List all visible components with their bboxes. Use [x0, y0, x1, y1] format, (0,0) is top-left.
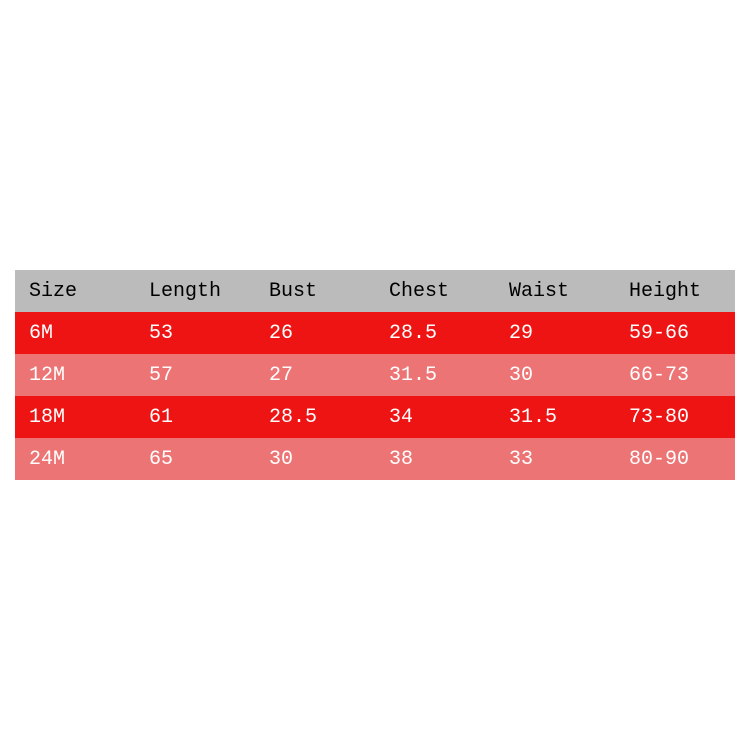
cell-waist: 31.5: [495, 396, 615, 438]
cell-chest: 31.5: [375, 354, 495, 396]
size-chart-body: 6M 53 26 28.5 29 59-66 12M 57 27 31.5 30…: [15, 312, 735, 480]
cell-height: 73-80: [615, 396, 735, 438]
cell-length: 57: [135, 354, 255, 396]
cell-waist: 29: [495, 312, 615, 354]
cell-bust: 27: [255, 354, 375, 396]
table-row: 18M 61 28.5 34 31.5 73-80: [15, 396, 735, 438]
col-header-size: Size: [15, 270, 135, 312]
table-header-row: Size Length Bust Chest Waist Height: [15, 270, 735, 312]
col-header-waist: Waist: [495, 270, 615, 312]
cell-chest: 28.5: [375, 312, 495, 354]
table-row: 6M 53 26 28.5 29 59-66: [15, 312, 735, 354]
cell-height: 80-90: [615, 438, 735, 480]
cell-chest: 38: [375, 438, 495, 480]
cell-length: 53: [135, 312, 255, 354]
size-chart-table: Size Length Bust Chest Waist Height 6M 5…: [15, 270, 735, 480]
cell-size: 18M: [15, 396, 135, 438]
cell-height: 66-73: [615, 354, 735, 396]
size-chart-container: Size Length Bust Chest Waist Height 6M 5…: [15, 270, 735, 480]
col-header-bust: Bust: [255, 270, 375, 312]
table-row: 24M 65 30 38 33 80-90: [15, 438, 735, 480]
cell-size: 6M: [15, 312, 135, 354]
cell-height: 59-66: [615, 312, 735, 354]
col-header-length: Length: [135, 270, 255, 312]
cell-waist: 33: [495, 438, 615, 480]
cell-size: 24M: [15, 438, 135, 480]
table-row: 12M 57 27 31.5 30 66-73: [15, 354, 735, 396]
col-header-height: Height: [615, 270, 735, 312]
cell-bust: 26: [255, 312, 375, 354]
cell-length: 61: [135, 396, 255, 438]
cell-length: 65: [135, 438, 255, 480]
cell-bust: 28.5: [255, 396, 375, 438]
cell-waist: 30: [495, 354, 615, 396]
cell-chest: 34: [375, 396, 495, 438]
col-header-chest: Chest: [375, 270, 495, 312]
cell-bust: 30: [255, 438, 375, 480]
cell-size: 12M: [15, 354, 135, 396]
